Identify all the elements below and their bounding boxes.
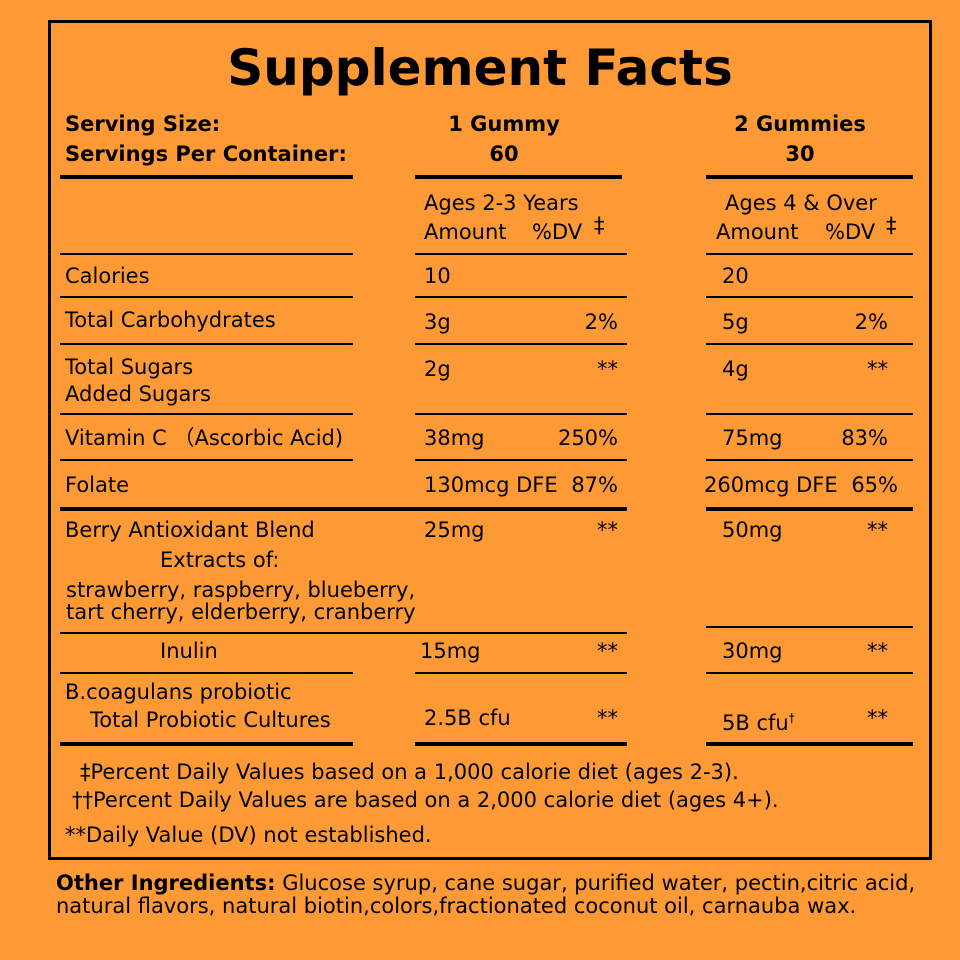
title: Supplement Facts <box>227 39 733 97</box>
daily-value: ** <box>597 639 618 663</box>
rule <box>415 459 627 461</box>
daily-value: 250% <box>557 426 618 450</box>
daily-value: ** <box>867 518 888 542</box>
amount: 30mg <box>722 639 783 663</box>
rule <box>60 343 353 345</box>
rule <box>60 296 353 298</box>
amount: 5g <box>722 310 749 334</box>
rule <box>706 507 913 511</box>
rule <box>60 632 627 634</box>
daily-value: 87% <box>571 473 618 497</box>
rule <box>706 459 913 461</box>
other-ingredients-text: Glucose syrup, cane sugar, purified wate… <box>56 871 916 918</box>
rule <box>415 742 627 746</box>
daily-value: ** <box>597 706 618 730</box>
rule <box>415 672 627 674</box>
daily-value: ** <box>867 639 888 663</box>
nutrient-name: Total Probiotic Cultures <box>90 708 331 732</box>
footnote-mark: † <box>788 711 795 725</box>
rule <box>706 253 913 255</box>
footnote: **Daily Value (DV) not established. <box>65 823 432 847</box>
rule <box>415 253 627 255</box>
footnote: ‡Percent Daily Values based on a 1,000 c… <box>80 760 739 784</box>
amount: 75mg <box>722 426 783 450</box>
nutrient-name: Added Sugars <box>65 382 211 406</box>
nutrient-name: tart cherry, elderberry, cranberry <box>66 600 416 624</box>
label-border <box>48 20 932 860</box>
column-mark: ‡ <box>594 213 605 237</box>
nutrient-name: Inulin <box>160 639 218 663</box>
nutrient-name: Berry Antioxidant Blend <box>65 518 315 542</box>
footnote: ††Percent Daily Values are based on a 2,… <box>72 788 779 812</box>
rule <box>706 672 913 674</box>
rule <box>60 413 353 415</box>
daily-value: 83% <box>841 426 888 450</box>
rule <box>706 175 913 179</box>
nutrient-name: strawberry, raspberry, blueberry, <box>66 578 416 602</box>
rule <box>415 296 627 298</box>
amount: 25mg <box>424 518 485 542</box>
amount: 2g <box>424 357 451 381</box>
rule <box>706 413 913 415</box>
servings-label: Servings Per Container: <box>65 142 347 166</box>
rule <box>60 742 353 746</box>
servings: 30 <box>785 142 815 166</box>
nutrient-name: Folate <box>65 473 130 497</box>
serving-size: 2 Gummies <box>734 112 866 136</box>
rule <box>60 253 353 255</box>
nutrient-name: Calories <box>65 264 150 288</box>
column-amount: Amount <box>424 220 507 244</box>
column-age: Ages 2-3 Years <box>424 191 579 215</box>
rule <box>60 459 353 461</box>
amount: 10 <box>424 264 451 288</box>
nutrient-name: Total Carbohydrates <box>65 308 276 332</box>
nutrient-name: Total Sugars <box>65 355 194 379</box>
amount: 5B cfu† <box>722 711 795 735</box>
daily-value: ** <box>597 518 618 542</box>
rule <box>706 626 913 628</box>
daily-value: 65% <box>851 473 898 497</box>
daily-value: 2% <box>584 310 618 334</box>
amount: 50mg <box>722 518 783 542</box>
column-amount: Amount <box>716 220 799 244</box>
nutrient-name: B.coagulans probiotic <box>65 680 292 704</box>
daily-value: 2% <box>854 310 888 334</box>
column-mark: ‡ <box>886 213 897 237</box>
other-ingredients: Other Ingredients: Glucose syrup, cane s… <box>56 872 936 918</box>
other-ingredients-label: Other Ingredients: <box>56 871 276 895</box>
amount: 130mcg DFE <box>424 473 558 497</box>
column-dv: %DV <box>532 220 583 244</box>
rule <box>415 413 627 415</box>
rule <box>60 672 353 674</box>
servings: 60 <box>489 142 519 166</box>
daily-value: ** <box>867 357 888 381</box>
amount: 38mg <box>424 426 485 450</box>
daily-value: ** <box>867 706 888 730</box>
serving-size-label: Serving Size: <box>65 112 221 136</box>
rule <box>706 343 913 345</box>
serving-size: 1 Gummy <box>448 112 560 136</box>
rule <box>60 507 627 511</box>
amount: 20 <box>722 264 749 288</box>
rule <box>60 175 353 179</box>
rule <box>415 175 622 179</box>
nutrient-name: Vitamin C （Ascorbic Acid) <box>65 426 344 450</box>
rule <box>415 343 627 345</box>
nutrient-name: Extracts of: <box>160 548 280 572</box>
column-age: Ages 4 & Over <box>725 191 877 215</box>
rule <box>706 296 913 298</box>
amount: 15mg <box>420 639 481 663</box>
rule <box>706 742 913 746</box>
amount: 3g <box>424 310 451 334</box>
daily-value: ** <box>597 357 618 381</box>
amount: 4g <box>722 357 749 381</box>
amount: 260mcg DFE <box>704 473 838 497</box>
amount: 2.5B cfu <box>424 706 511 730</box>
column-dv: %DV <box>825 220 876 244</box>
